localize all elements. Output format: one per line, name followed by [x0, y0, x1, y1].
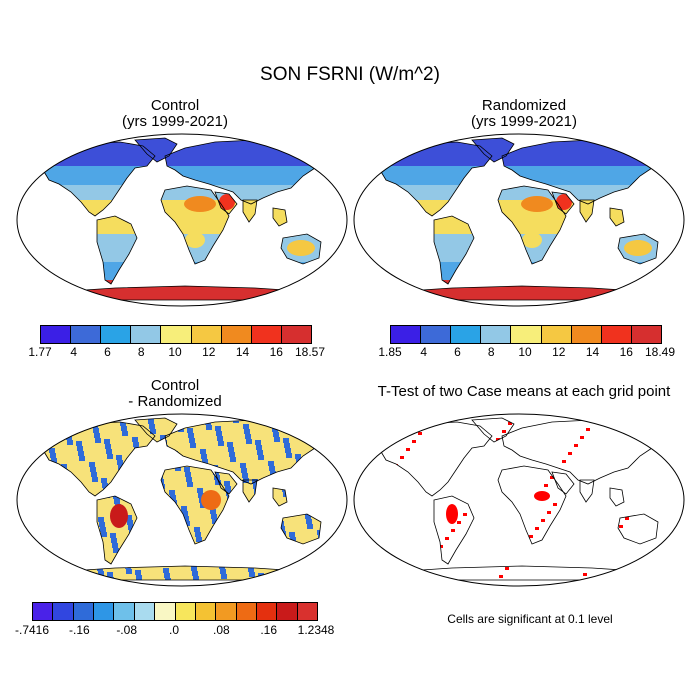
colorbar-tick-label: -.16 — [68, 623, 90, 637]
colorbar-swatch — [251, 326, 282, 343]
colorbar-swatch — [131, 326, 162, 343]
randomized-panel-title: Randomized (yrs 1999-2021) — [424, 98, 624, 130]
colorbar-tick-label: .0 — [168, 623, 180, 637]
colorbar-swatch — [236, 603, 257, 620]
colorbar-tick-label: 8 — [137, 345, 145, 359]
colorbar-tick-label: 14 — [235, 345, 250, 359]
colorbar-swatch — [53, 603, 74, 620]
colorbar-tick-label: 12 — [552, 345, 566, 359]
difference-colorbar — [32, 602, 318, 621]
colorbar-tick-label: 1.2348 — [297, 623, 335, 637]
colorbar-tick-label: 18.49 — [644, 345, 676, 359]
colorbar-swatch — [601, 326, 632, 343]
colorbar-swatch — [391, 326, 422, 343]
randomized-title-line1: Randomized — [481, 97, 567, 114]
main-title: SON FSRNI (W/m^2) — [260, 64, 440, 85]
colorbar-swatch — [195, 603, 217, 620]
colorbar-swatch — [161, 326, 192, 343]
colorbar-swatch — [41, 326, 72, 343]
control-colorbar — [40, 325, 312, 344]
colorbar-swatch — [134, 603, 156, 620]
randomized-title-line2: (yrs 1999-2021) — [471, 113, 577, 130]
colorbar-tick-label: 6 — [454, 345, 461, 359]
control-colorbar-labels: 1.77 4 6 8 10 12 14 16 18.57 — [28, 345, 325, 359]
colorbar-swatch — [216, 603, 237, 620]
colorbar-swatch — [101, 326, 132, 343]
randomized-colorbar-labels: 1.85 4 6 8 10 12 14 16 18.49 — [378, 345, 675, 359]
colorbar-tick-label: 16 — [269, 345, 283, 359]
colorbar-tick-label: 16 — [619, 345, 633, 359]
colorbar-tick-label: 6 — [104, 345, 111, 359]
colorbar-swatch — [73, 603, 95, 620]
colorbar-swatch — [511, 326, 542, 343]
colorbar-tick-label: 1.77 — [28, 345, 52, 359]
difference-panel-title: Control - Randomized — [75, 378, 275, 410]
control-title-line2: (yrs 1999-2021) — [122, 113, 228, 130]
difference-title-line2: - Randomized — [128, 393, 222, 410]
colorbar-swatch — [256, 603, 278, 620]
colorbar-swatch — [421, 326, 452, 343]
colorbar-tick-label: 8 — [487, 345, 495, 359]
colorbar-swatch — [71, 326, 102, 343]
colorbar-swatch — [277, 603, 298, 620]
colorbar-tick-label: 4 — [70, 345, 78, 359]
ttest-title-line1: T-Test of two Case means at each grid po… — [377, 383, 671, 400]
colorbar-swatch — [451, 326, 482, 343]
colorbar-swatch — [571, 326, 602, 343]
colorbar-tick-label: 10 — [168, 345, 182, 359]
colorbar-tick-label: -.7416 — [14, 623, 50, 637]
significance-note: Cells are significant at 0.1 level — [447, 612, 613, 626]
colorbar-swatch — [114, 603, 135, 620]
control-panel-title: Control (yrs 1999-2021) — [75, 98, 275, 130]
control-title-line1: Control — [150, 97, 200, 114]
colorbar-tick-label: 18.57 — [294, 345, 326, 359]
colorbar-tick-label: 1.85 — [378, 345, 402, 359]
colorbar-tick-label: 10 — [518, 345, 532, 359]
colorbar-tick-label: 14 — [585, 345, 600, 359]
colorbar-swatch — [221, 326, 252, 343]
colorbar-swatch — [175, 603, 196, 620]
randomized-colorbar — [390, 325, 662, 344]
colorbar-swatch — [94, 603, 115, 620]
difference-map — [16, 413, 348, 587]
colorbar-swatch — [541, 326, 572, 343]
colorbar-tick-label: -.08 — [116, 623, 137, 637]
ttest-panel-title: T-Test of two Case means at each grid po… — [354, 384, 694, 400]
control-map — [16, 133, 348, 307]
colorbar-swatch — [281, 326, 311, 343]
colorbar-swatch — [33, 603, 54, 620]
colorbar-swatch — [631, 326, 661, 343]
colorbar-tick-label: 12 — [202, 345, 216, 359]
colorbar-swatch — [191, 326, 222, 343]
colorbar-tick-label: 4 — [420, 345, 428, 359]
difference-title-line1: Control — [150, 377, 200, 394]
colorbar-tick-label: .16 — [260, 623, 277, 637]
colorbar-swatch — [155, 603, 176, 620]
colorbar-swatch — [297, 603, 318, 620]
colorbar-swatch — [481, 326, 512, 343]
ttest-map — [353, 413, 685, 587]
difference-colorbar-labels: -.7416 -.16 -.08 .0 .08 .16 1.2348 — [15, 623, 334, 637]
randomized-map — [353, 133, 685, 307]
colorbar-tick-label: .08 — [212, 623, 230, 637]
